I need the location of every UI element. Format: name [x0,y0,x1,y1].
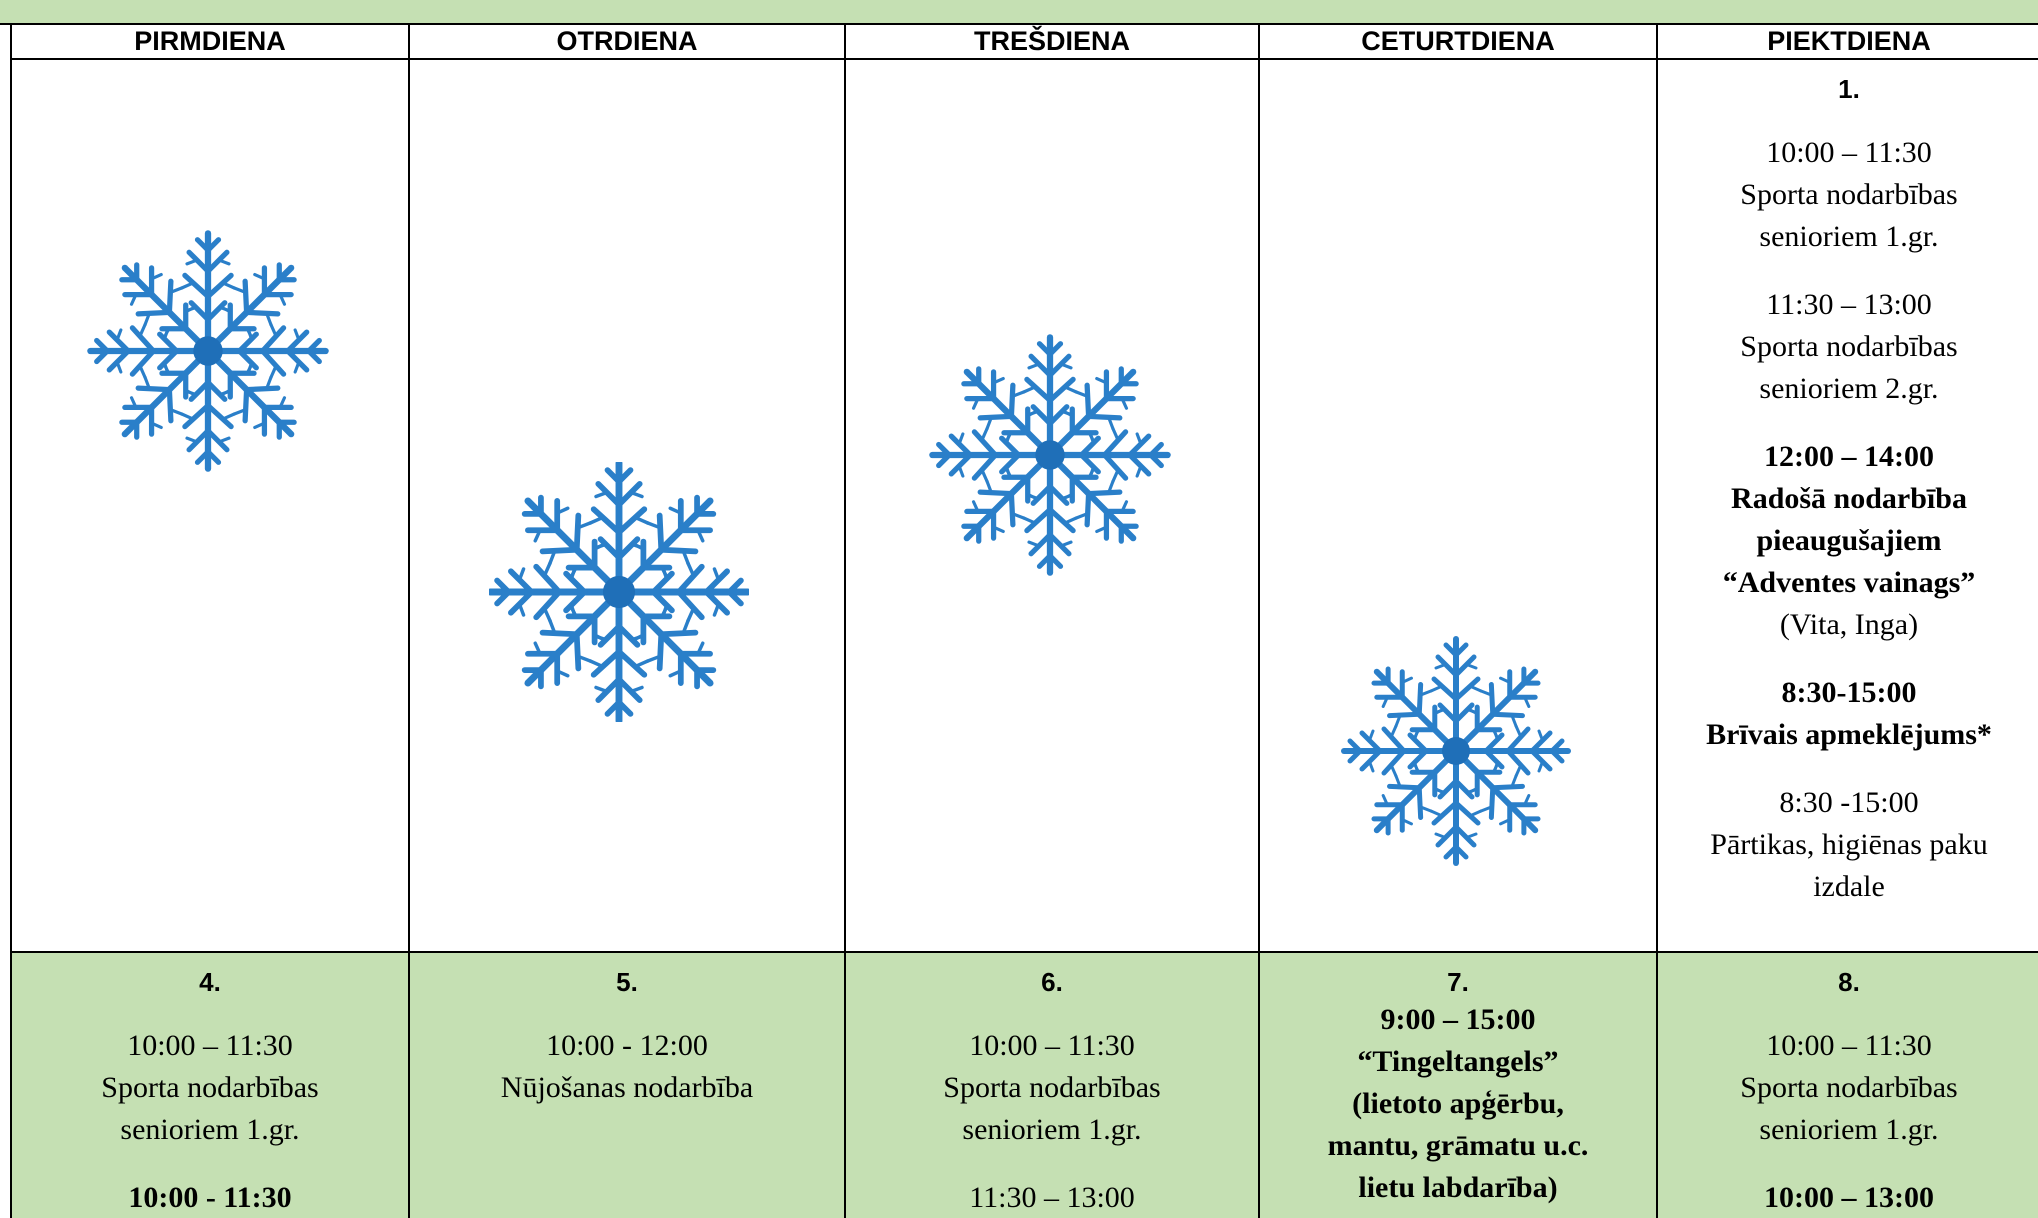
day-cell [408,60,844,953]
day-cell [10,60,408,953]
snowflake [489,462,749,722]
event-line: “Tingeltangels” [1357,1045,1559,1078]
event: 10:00 - 11:30 [12,1177,408,1218]
event: 10:00 - 12:00 Nūjošanas nodarbība [410,1025,844,1109]
event-line: Nūjošanas nodarbība [500,1071,754,1104]
snowflake [1326,621,1586,881]
event: 11:30 – 13:00 [846,1177,1258,1218]
date: 1. [1838,74,1860,104]
header-cell: PIEKTDIENA [1656,23,2038,60]
event-line: 8:30-15:00 [1781,676,1917,709]
snowflake [78,221,338,481]
date: 7. [1447,967,1469,997]
day-cell: 1. 10:00 – 11:30 Sporta nodarbības seniorie… [1656,60,2038,953]
header-cell: TREŠDIENA [844,23,1258,60]
event: 10:00 – 11:30 Sporta nodarbības senioriem … [1658,1025,2038,1151]
event: 10:00 – 11:30 Sporta nodarbības senioriem … [12,1025,408,1151]
event-line: Sporta nodarbības [943,1071,1161,1104]
header-cell: OTRDIENA [408,23,844,60]
event-line: lietu labdarība) [1358,1171,1558,1204]
event-line: Brīvais apmeklējums* [1706,718,1992,751]
event-line: (Vita, Inga) [1779,608,1919,641]
day-cell [844,60,1258,953]
event-line: 9:00 – 15:00 [1380,1003,1536,1036]
event-line: 8:30 -15:00 [1779,786,1919,819]
event-line: (lietoto apģērbu, [1352,1087,1564,1120]
event-line: senioriem 2.gr. [1759,372,1939,405]
day-cell: 4. 10:00 – 11:30 Sporta nodarbības seniorie… [10,953,408,1218]
day-cell: 8. 10:00 – 11:30 Sporta nodarbības seniorie… [1656,953,2038,1218]
title-band [0,0,2038,25]
event-line: Pārtikas, higiēnas paku [1710,828,1988,861]
day-cell: 6. 10:00 – 11:30 Sporta nodarbības seniorie… [844,953,1258,1218]
event-line: 10:00 – 11:30 [1766,136,1932,169]
event-line: 12:00 – 14:00 [1764,440,1934,473]
event: 10:00 – 13:00 [1658,1177,2038,1218]
date: 5. [616,967,638,997]
date: 6. [1041,967,1063,997]
event: 9:00 – 15:00 “Tingeltangels” (lietoto apģē… [1260,999,1656,1209]
event: 12:00 – 14:00 Radošā nodarbība pieaugušaji… [1658,436,2038,646]
event-line: “Adventes vainags” [1722,566,1976,599]
event: 11:30 – 13:00 Sporta nodarbības senioriem … [1658,284,2038,410]
date: 4. [199,967,221,997]
event-line: senioriem 1.gr. [120,1113,300,1146]
event-line: Radošā nodarbība [1731,482,1967,515]
event-line: 10:00 – 11:30 [969,1029,1135,1062]
event-line: senioriem 1.gr. [1759,1113,1939,1146]
event-line: mantu, grāmatu u.c. [1327,1129,1589,1162]
event-line: 10:00 – 13:00 [1764,1181,1934,1214]
event-line: 10:00 – 11:30 [1766,1029,1932,1062]
day-cell [1258,60,1656,953]
event-line: Sporta nodarbības [101,1071,319,1104]
header-cell: CETURTDIENA [1258,23,1656,60]
event-line: 10:00 - 11:30 [128,1181,292,1214]
event-line: senioriem 1.gr. [1759,220,1939,253]
event-line: Sporta nodarbības [1740,330,1958,363]
event-line: izdale [1813,870,1885,903]
header-cell: PIRMDIENA [10,23,408,60]
snowflake [920,325,1180,585]
event: 10:00 – 11:30 Sporta nodarbības senioriem … [846,1025,1258,1151]
event-line: Sporta nodarbības [1740,1071,1958,1104]
event-line: 11:30 – 13:00 [1766,288,1932,321]
event: 8:30-15:00 Brīvais apmeklējums* [1658,672,2038,756]
event-line: senioriem 1.gr. [962,1113,1142,1146]
date: 8. [1838,967,1860,997]
event-line: 11:30 – 13:00 [969,1181,1135,1214]
day-cell: 5. 10:00 - 12:00 Nūjošanas nodarbība [408,953,844,1218]
event: 10:00 – 11:30 Sporta nodarbības senioriem … [1658,132,2038,258]
event-line: 10:00 - 12:00 [546,1029,708,1062]
event-line: 10:00 – 11:30 [127,1029,293,1062]
day-cell: 7. 9:00 – 15:00 “Tingeltangels” (lietoto ap… [1258,953,1656,1218]
event-line: pieaugušajiem [1756,524,1942,557]
event-line: Sporta nodarbības [1740,178,1958,211]
event: 8:30 -15:00 Pārtikas, higiēnas paku izdale [1658,782,2038,908]
